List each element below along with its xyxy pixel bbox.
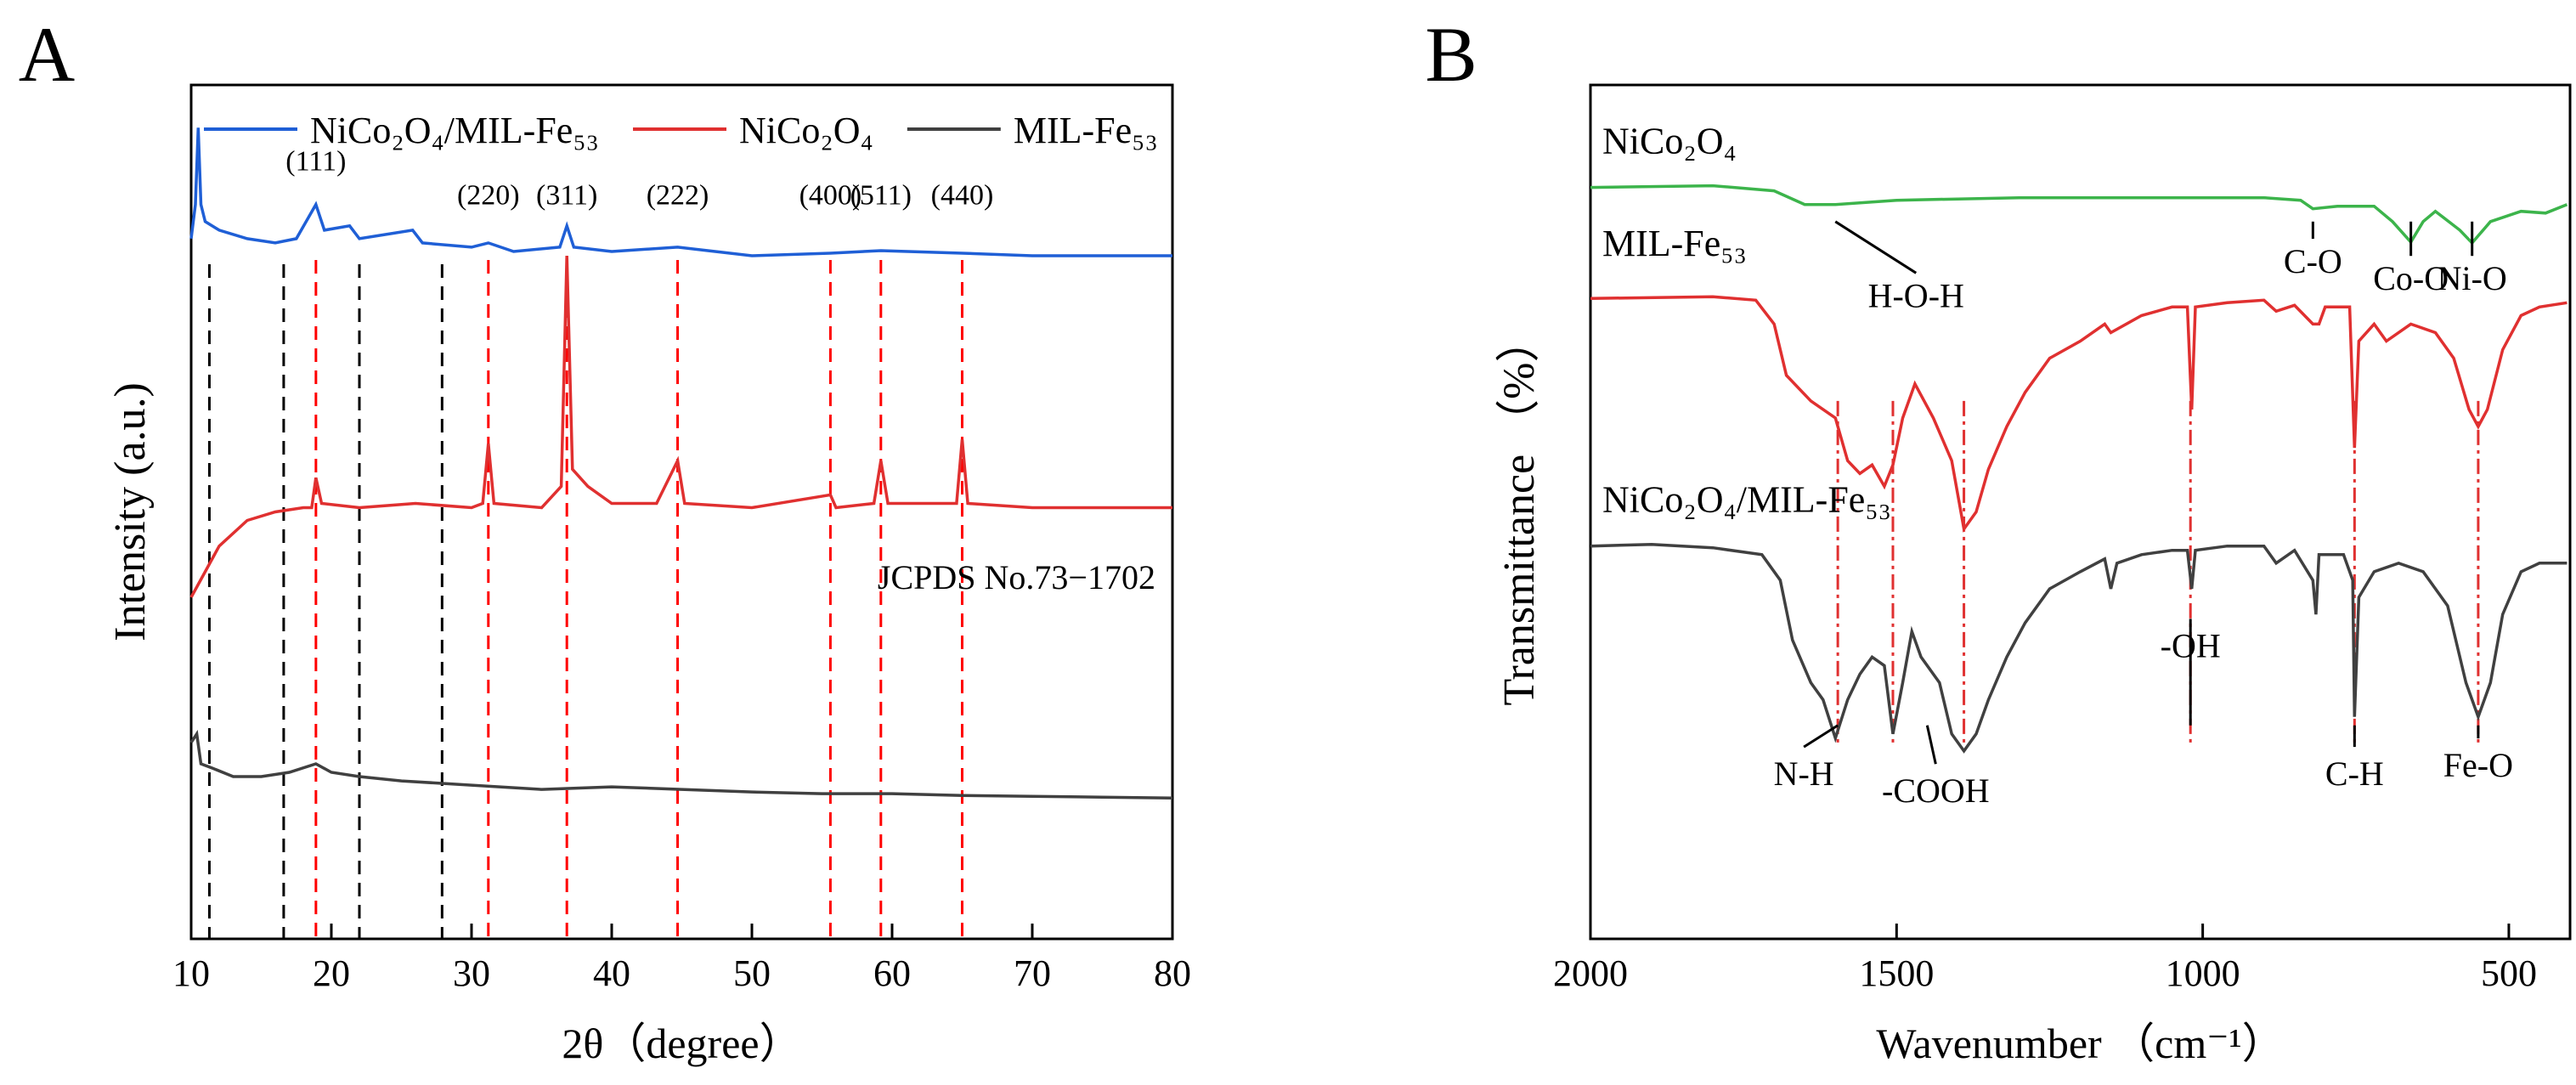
- series-line-2: [189, 729, 1173, 800]
- band-label-3: Ni-O: [2438, 259, 2507, 297]
- curve-label-1: MIL-Fe₅₃: [1602, 223, 1747, 264]
- panel-b: B NiCo₂O₄ MIL-Fe₅₃ NiCo₂O₄/MIL-Fe₅₃ H-O-H C-O…: [1425, 11, 2572, 1067]
- panel-b-label: B: [1425, 11, 1477, 98]
- legend-label-0: NiCo₂O₄/MIL-Fe₅₃: [310, 110, 599, 151]
- peak-label-1: (220): [457, 180, 520, 212]
- legend-label-2: MIL-Fe₅₃: [1014, 110, 1158, 151]
- band-label-0: H-O-H: [1868, 276, 1964, 314]
- panel-a: A NiCo₂O₄/MIL-Fe₅₃ NiCo₂O₄ MIL-Fe₅₃ (111) (22…: [19, 11, 1191, 1067]
- band-label-8: Fe-O: [2443, 746, 2513, 784]
- x-tick-label-4: 50: [733, 952, 771, 994]
- series-line-1: [1590, 295, 2568, 533]
- x-tick-label-5: 60: [873, 952, 911, 994]
- band-label-4: N-H: [1774, 754, 1834, 793]
- x-tick-label-3: 500: [2481, 952, 2537, 994]
- peak-label-5: (511): [850, 180, 912, 212]
- y-axis-title: Transmittance （%）: [1495, 319, 1544, 706]
- band-label-7: C-H: [2325, 754, 2384, 793]
- curve-label-0: NiCo₂O₄: [1602, 120, 1737, 161]
- panel-a-label: A: [19, 11, 75, 98]
- x-tick-label-6: 70: [1014, 952, 1051, 994]
- panel-a-frame: [189, 83, 1174, 941]
- series-line-1: [189, 255, 1172, 598]
- x-tick-label-7: 80: [1154, 952, 1191, 994]
- band-arrow-0: [1834, 220, 1918, 274]
- y-axis-title: Intensity (a.u.): [106, 382, 155, 641]
- series-line-2: [1590, 542, 2568, 754]
- band-label-2: Co-O: [2373, 259, 2449, 297]
- x-tick-label-1: 1500: [1859, 952, 1934, 994]
- peak-label-6: (440): [931, 180, 994, 212]
- x-axis-title: Wavenumber （cm⁻¹）: [1876, 1020, 2284, 1067]
- x-tick-label-0: 10: [172, 952, 210, 994]
- peak-label-0: (111): [285, 146, 346, 178]
- x-tick-label-0: 2000: [1553, 952, 1628, 994]
- peak-label-4: (400): [799, 180, 862, 212]
- x-tick-label-3: 40: [593, 952, 630, 994]
- jcpds-label: JCPDS No.73−1702: [878, 558, 1155, 596]
- x-tick-label-2: 30: [453, 952, 490, 994]
- panel-b-frame: [1589, 83, 2572, 941]
- x-tick-label-2: 1000: [2166, 952, 2240, 994]
- x-axis-title: 2θ（degree）: [562, 1020, 801, 1067]
- legend-label-1: NiCo₂O₄: [739, 110, 873, 151]
- peak-label-3: (222): [647, 180, 709, 212]
- curve-label-2: NiCo₂O₄/MIL-Fe₅₃: [1602, 479, 1891, 521]
- band-arrow-4: [1803, 724, 1839, 749]
- band-label-1: C-O: [2284, 242, 2342, 280]
- peak-label-2: (311): [536, 180, 597, 212]
- band-label-5: -COOH: [1882, 771, 1990, 810]
- series-line-0: [189, 127, 1172, 257]
- band-arrow-5: [1925, 725, 1937, 765]
- x-tick-label-1: 20: [313, 952, 350, 994]
- series-line-0: [1590, 184, 2568, 246]
